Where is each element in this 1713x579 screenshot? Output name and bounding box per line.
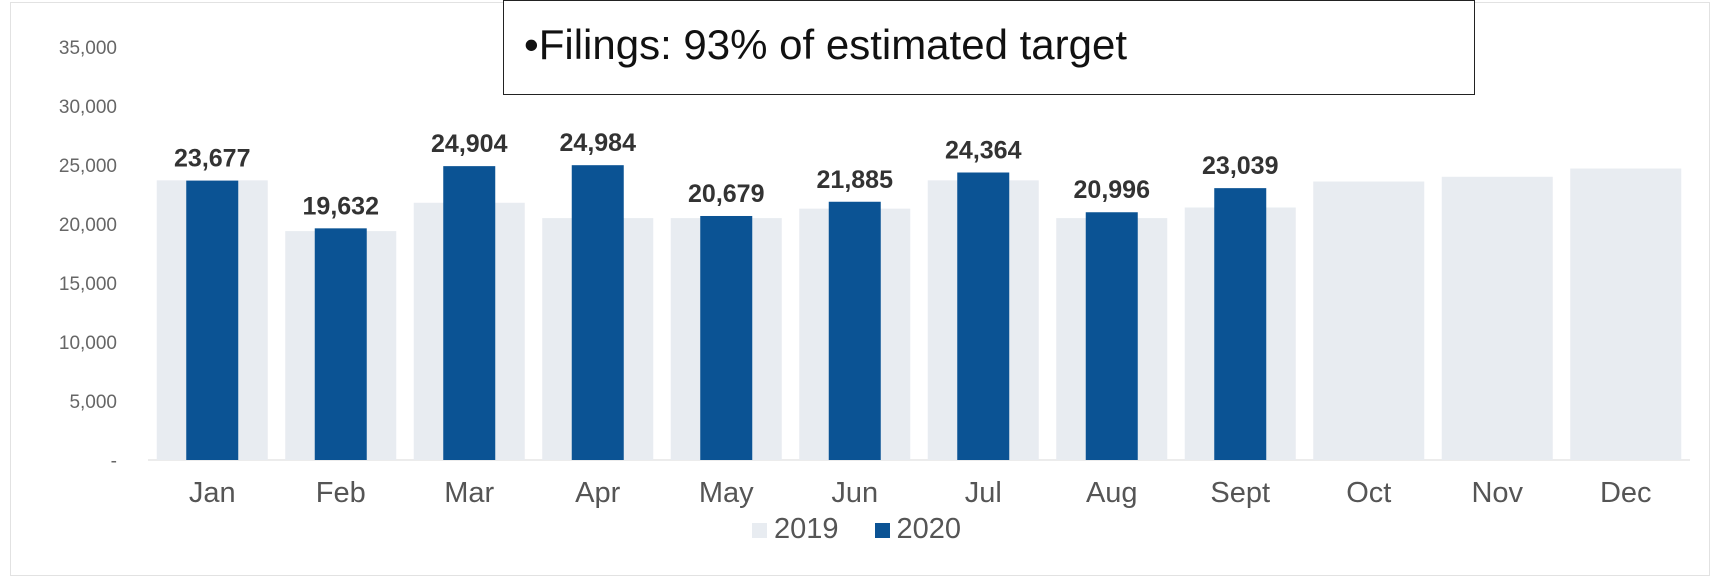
legend-label-2020: 2020 — [896, 513, 962, 545]
legend-swatch-2020 — [874, 522, 890, 538]
data-label-2020: 24,364 — [945, 137, 1022, 165]
bar-2020 — [700, 215, 753, 460]
bar-2020 — [1214, 188, 1267, 460]
x-tick-label: Oct — [1346, 477, 1391, 509]
x-tick-label: Sept — [1210, 477, 1270, 509]
y-tick-label: 10,000 — [59, 333, 117, 354]
x-tick-label: Aug — [1086, 477, 1138, 509]
data-label-2020: 21,885 — [817, 166, 894, 194]
chart-legend: 2019 2020 — [0, 513, 1713, 546]
data-label-2020: 24,904 — [431, 130, 508, 158]
bar-2019 — [1570, 168, 1682, 461]
data-label-2020: 19,632 — [303, 192, 379, 220]
data-label-2020: 20,679 — [688, 180, 764, 208]
x-tick-label: Mar — [444, 477, 494, 509]
bar-2020 — [828, 201, 881, 460]
y-tick-label: 35,000 — [59, 38, 117, 59]
y-tick-label: 30,000 — [59, 97, 117, 118]
x-tick-label: May — [699, 477, 754, 509]
legend-item-2019: 2019 — [751, 513, 839, 546]
bar-2020 — [1085, 212, 1138, 460]
data-label-2020: 24,984 — [560, 129, 637, 157]
legend-swatch-2019 — [751, 522, 767, 538]
x-tick-label: Feb — [316, 477, 366, 509]
y-tick-label: - — [111, 451, 117, 472]
legend-item-2020: 2020 — [874, 513, 962, 546]
x-tick-label: Jan — [189, 477, 236, 509]
bar-2019 — [1441, 176, 1553, 461]
data-label-2020: 23,039 — [1202, 152, 1278, 180]
bar-2019 — [1313, 181, 1425, 460]
y-tick-label: 5,000 — [69, 392, 117, 413]
callout-text: •Filings: 93% of estimated target — [524, 21, 1127, 68]
x-tick-label: Apr — [575, 477, 620, 509]
legend-label-2019: 2019 — [773, 513, 839, 545]
data-label-2020: 23,677 — [174, 145, 250, 173]
callout-box: •Filings: 93% of estimated target — [503, 0, 1475, 95]
x-tick-label: Jun — [831, 477, 878, 509]
y-tick-label: 25,000 — [59, 156, 117, 177]
y-tick-label: 15,000 — [59, 274, 117, 295]
x-tick-label: Jul — [965, 477, 1002, 509]
x-tick-label: Dec — [1600, 477, 1652, 509]
bar-2020 — [314, 228, 367, 460]
bar-2020 — [571, 165, 624, 461]
y-tick-label: 20,000 — [59, 215, 117, 236]
data-label-2020: 20,996 — [1074, 176, 1150, 204]
bar-2020 — [186, 180, 239, 461]
x-tick-label: Nov — [1471, 477, 1523, 509]
bar-2020 — [443, 166, 496, 460]
bar-2020 — [957, 172, 1010, 460]
